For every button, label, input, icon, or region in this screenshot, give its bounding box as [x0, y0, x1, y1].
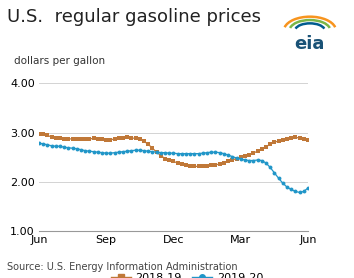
2019-20 [306, 186, 310, 190]
2019-20 [268, 166, 272, 169]
Text: eia: eia [295, 36, 325, 53]
2018-19 [117, 137, 121, 140]
Line: 2019-20: 2019-20 [37, 142, 310, 194]
2019-20 [176, 152, 180, 155]
2018-19 [150, 147, 155, 150]
Text: dollars per gallon: dollars per gallon [14, 56, 105, 66]
2018-19 [272, 141, 276, 144]
2018-19 [192, 165, 196, 168]
Legend: 2018-19, 2019-20: 2018-19, 2019-20 [106, 269, 268, 278]
Line: 2018-19: 2018-19 [37, 132, 310, 168]
2018-19 [176, 161, 180, 165]
2019-20 [150, 150, 155, 153]
Text: U.S.  regular gasoline prices: U.S. regular gasoline prices [7, 8, 261, 26]
2018-19 [297, 136, 302, 140]
2019-20 [297, 191, 302, 194]
2019-20 [117, 150, 121, 154]
2019-20 [293, 190, 297, 193]
Text: Source: U.S. Energy Information Administration: Source: U.S. Energy Information Administ… [7, 262, 238, 272]
2019-20 [100, 151, 104, 154]
2018-19 [100, 138, 104, 141]
2019-20 [37, 142, 41, 145]
2018-19 [306, 138, 310, 142]
2018-19 [37, 132, 41, 136]
